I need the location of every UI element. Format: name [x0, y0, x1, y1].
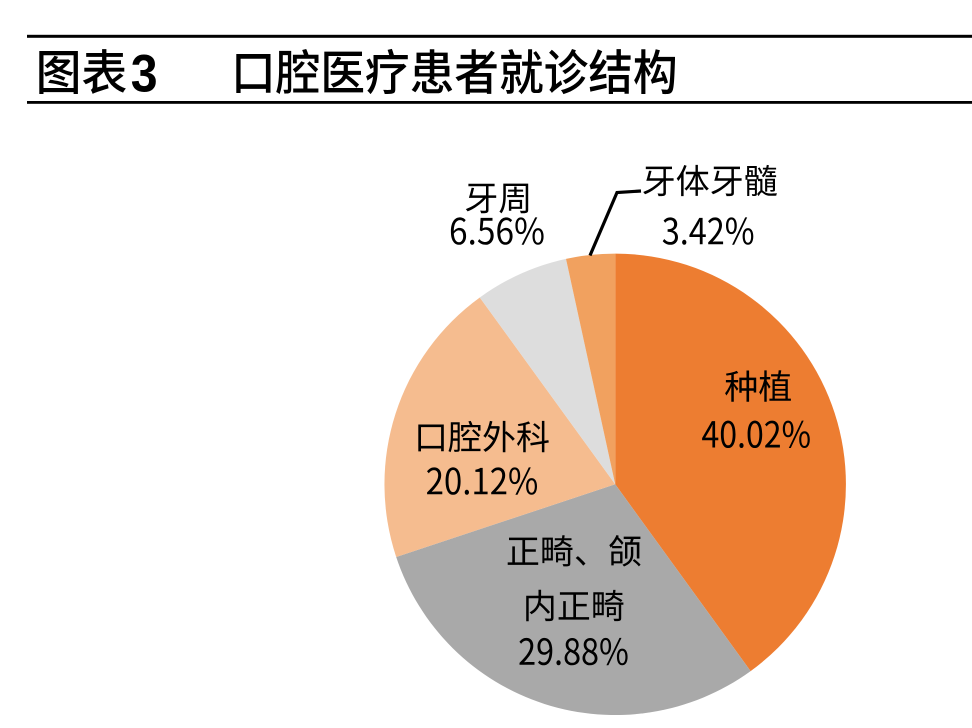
svg-text:3: 3 — [131, 43, 158, 103]
